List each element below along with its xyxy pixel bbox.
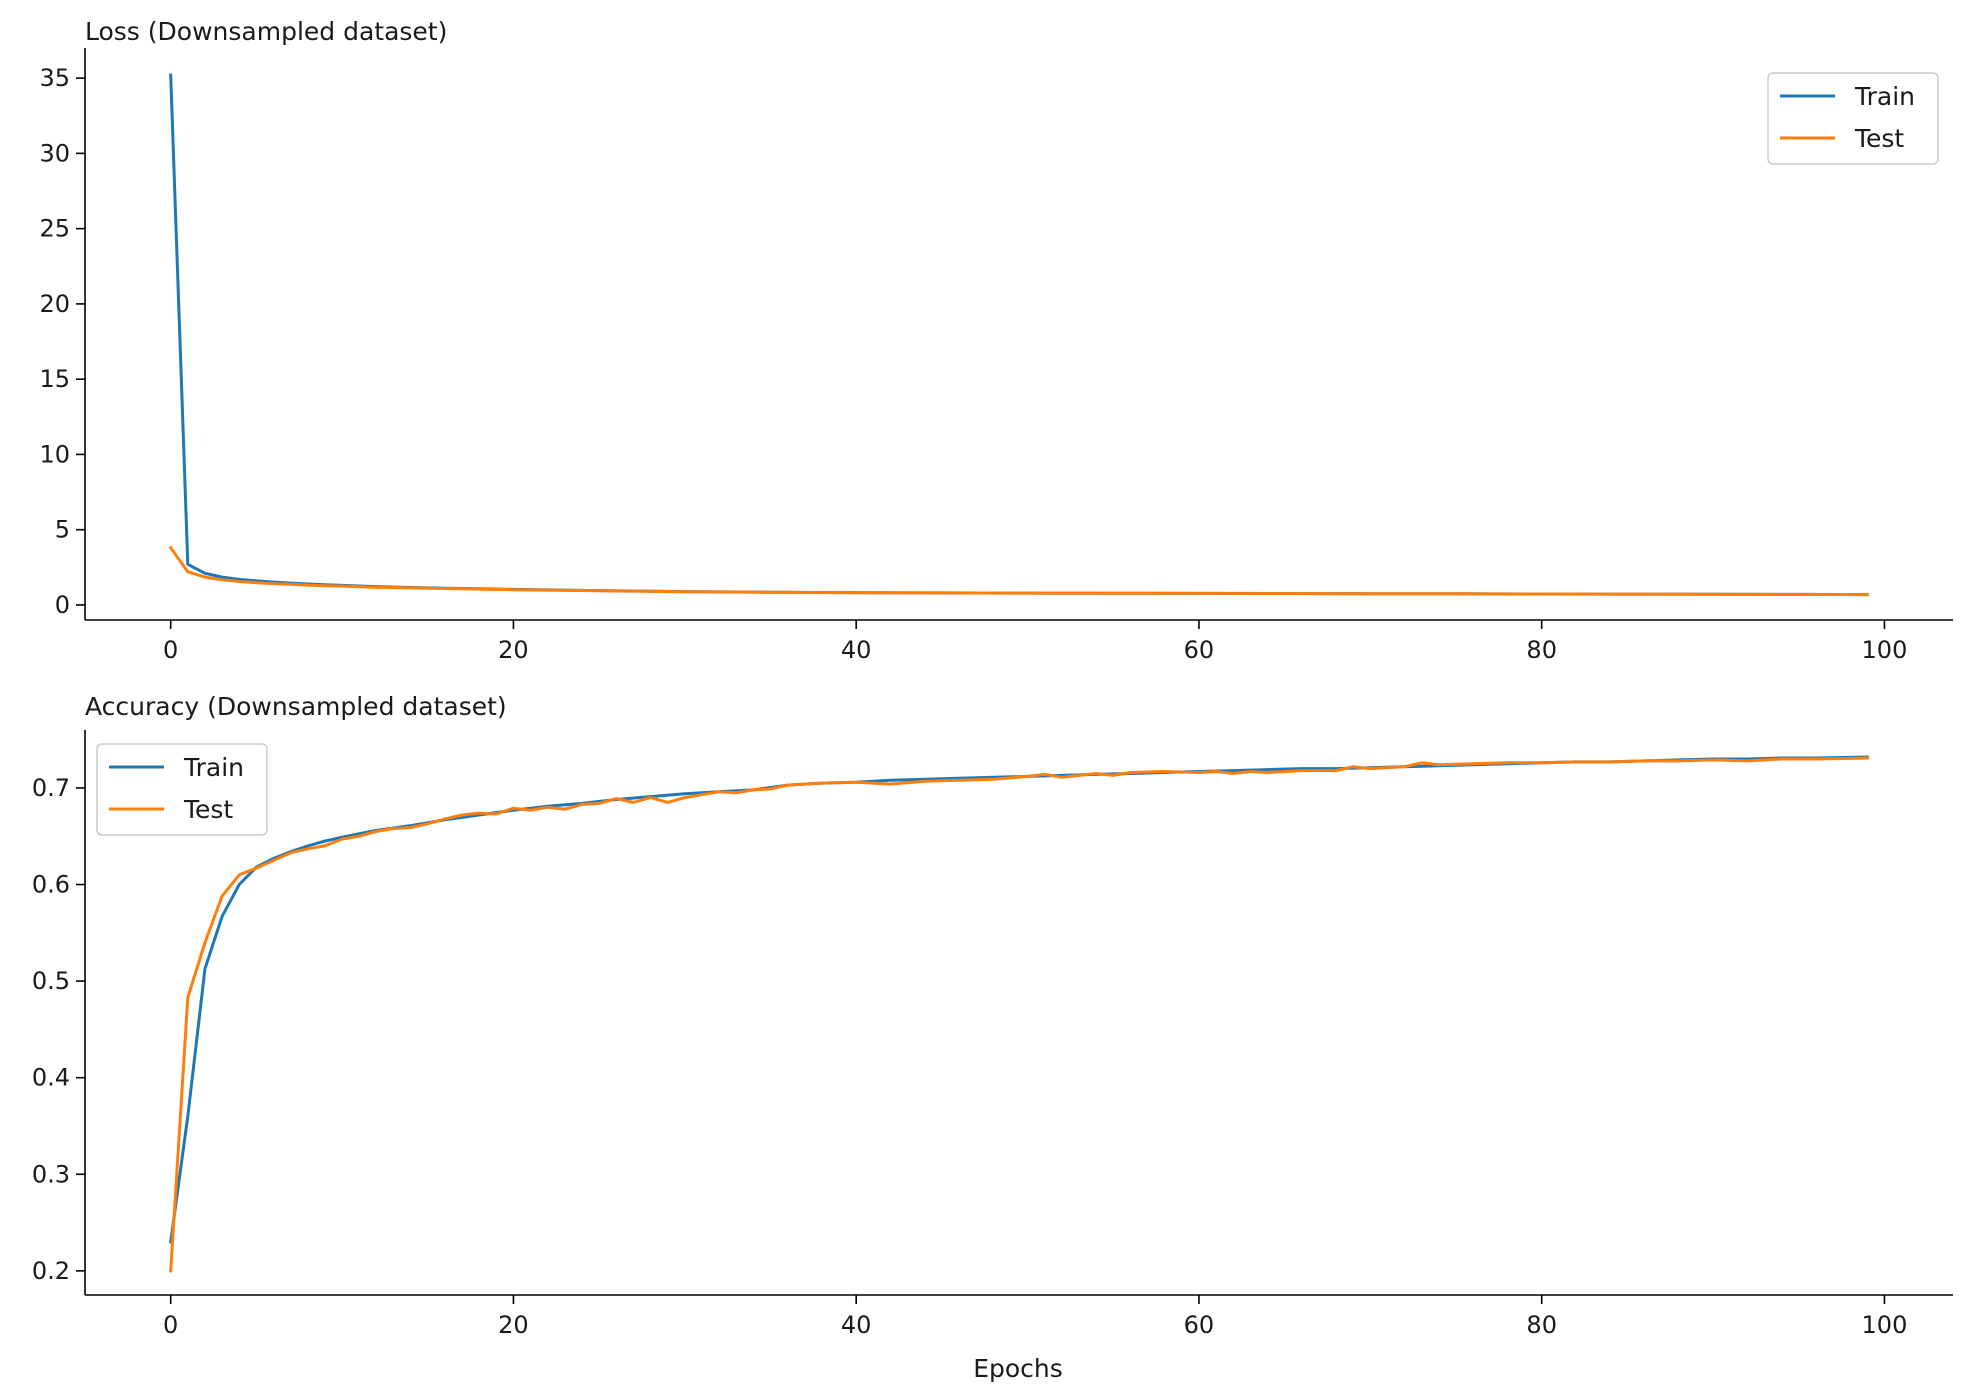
- accuracy-y-tick-label: 0.5: [32, 967, 70, 995]
- accuracy-y-tick-label: 0.3: [32, 1160, 70, 1188]
- loss-lines: [168, 73, 1869, 597]
- loss-legend-label-train: Train: [1854, 82, 1915, 111]
- accuracy-panel: Accuracy (Downsampled dataset) 0 20 40 60 80…: [32, 692, 1953, 1383]
- x-axis-label: Epochs: [973, 1354, 1063, 1383]
- loss-legend: Train Test: [1767, 72, 1939, 165]
- loss-y-tick-label: 0: [55, 591, 70, 619]
- accuracy-x-tick-label: 60: [1184, 1311, 1215, 1339]
- loss-y-tick-label: 25: [39, 215, 70, 243]
- accuracy-y-tick-label: 0.4: [32, 1064, 70, 1092]
- accuracy-legend-label-train: Train: [183, 753, 244, 782]
- accuracy-x-tick-label: 40: [841, 1311, 872, 1339]
- loss-x-tick-label: 80: [1526, 636, 1557, 664]
- loss-x-tick-label: 0: [163, 636, 178, 664]
- loss-y-tick-label: 5: [55, 516, 70, 544]
- loss-y-tick-label: 20: [39, 290, 70, 318]
- loss-panel: Loss (Downsampled dataset) 0 20 40 60 80 1000…: [39, 17, 1953, 664]
- loss-x-tick-label: 20: [498, 636, 529, 664]
- loss-y-tick-label: 10: [39, 440, 70, 468]
- accuracy-x-tick-label: 0: [163, 1311, 178, 1339]
- loss-axes: 0 20 40 60 80 100 0 5 10 15 20 25 30 35: [39, 48, 1953, 664]
- loss-train-line: [169, 73, 1869, 597]
- loss-y-tick-label: 15: [39, 365, 70, 393]
- accuracy-legend: Train Test: [96, 743, 268, 836]
- loss-legend-label-test: Test: [1854, 124, 1904, 153]
- loss-x-tick-label: 60: [1184, 636, 1215, 664]
- loss-test-line: [168, 545, 1869, 597]
- accuracy-x-tick-label: 20: [498, 1311, 529, 1339]
- accuracy-x-tick-label: 100: [1862, 1311, 1908, 1339]
- accuracy-axes: 0 20 40 60 80 100 0.2 0.3 0.4 0.5 0.6 0.7: [32, 730, 1953, 1339]
- loss-y-tick-label: 30: [39, 139, 70, 167]
- accuracy-legend-label-test: Test: [183, 795, 233, 824]
- accuracy-lines: [169, 755, 1869, 1273]
- accuracy-title: Accuracy (Downsampled dataset): [85, 692, 507, 721]
- loss-y-tick-label: 35: [39, 64, 70, 92]
- accuracy-train-line: [169, 755, 1869, 1244]
- accuracy-y-tick-label: 0.6: [32, 871, 70, 899]
- accuracy-y-tick-label: 0.2: [32, 1257, 70, 1285]
- accuracy-x-tick-label: 80: [1526, 1311, 1557, 1339]
- loss-title: Loss (Downsampled dataset): [85, 17, 447, 46]
- accuracy-test-line: [169, 756, 1869, 1273]
- accuracy-y-tick-label: 0.7: [32, 774, 70, 802]
- loss-x-tick-label: 100: [1862, 636, 1908, 664]
- loss-x-tick-label: 40: [841, 636, 872, 664]
